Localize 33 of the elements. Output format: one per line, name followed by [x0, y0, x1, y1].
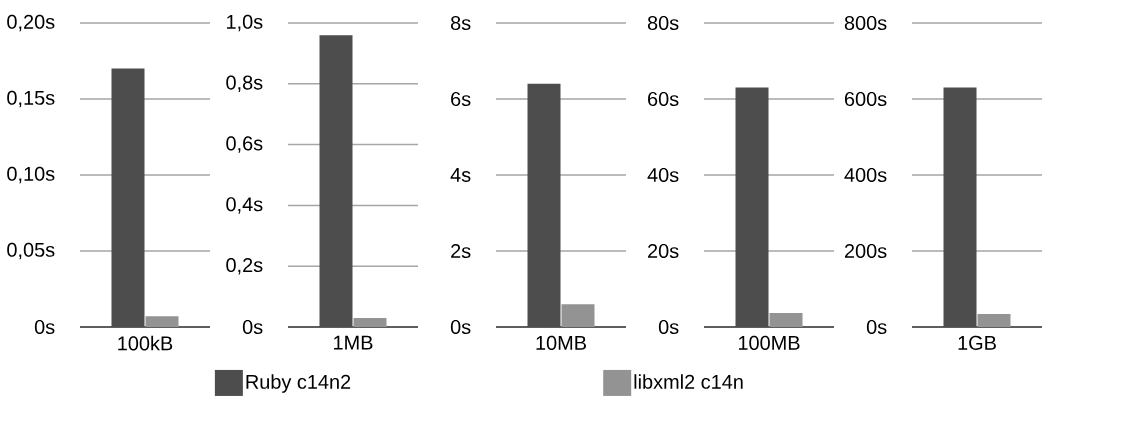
y-tick-label: 400s — [844, 167, 887, 183]
y-tick-label: 40s — [647, 167, 679, 183]
y-tick-label: 4s — [450, 168, 471, 182]
y-tick-label: 1,0s — [227, 14, 263, 32]
y-tick-label: 0s — [450, 319, 471, 335]
y-tick-label: 0s — [34, 319, 55, 335]
x-tick-label: 100MB — [738, 335, 800, 350]
y-tick-label: 600s — [844, 91, 887, 107]
x-tick-label: 100kB — [118, 335, 173, 351]
y-tick-label: 6s — [451, 91, 471, 107]
legend-label: Ruby c14n2 — [246, 374, 351, 393]
y-tick-label: 0s — [242, 319, 263, 335]
y-tick-label: 2s — [451, 243, 471, 259]
y-tick-label: 0,6s — [226, 136, 263, 153]
y-tick-label: 0,4s — [226, 197, 263, 214]
x-tick-label: 10MB — [536, 335, 586, 350]
y-tick-label: 0,10s — [7, 166, 55, 184]
y-tick-label: 0s — [658, 319, 679, 335]
y-tick-label: 0,05s — [7, 242, 55, 260]
y-tick-label: 0,15s — [7, 90, 55, 108]
y-tick-label: 0,2s — [226, 257, 263, 275]
y-tick-label: 0,8s — [226, 75, 263, 93]
y-tick-label: 80s — [647, 15, 679, 31]
y-tick-label: 0,20s — [7, 14, 55, 32]
legend-label: libxml2 c14n — [634, 374, 743, 389]
y-tick-label: 20s — [648, 243, 679, 259]
y-tick-label: 800s — [844, 15, 887, 31]
x-tick-label: 1MB — [334, 335, 373, 350]
y-tick-label: 0s — [866, 319, 887, 335]
y-tick-label: 60s — [648, 91, 679, 107]
y-tick-label: 8s — [450, 15, 471, 31]
x-tick-label: 1GB — [958, 335, 996, 350]
y-tick-label: 200s — [844, 243, 887, 259]
